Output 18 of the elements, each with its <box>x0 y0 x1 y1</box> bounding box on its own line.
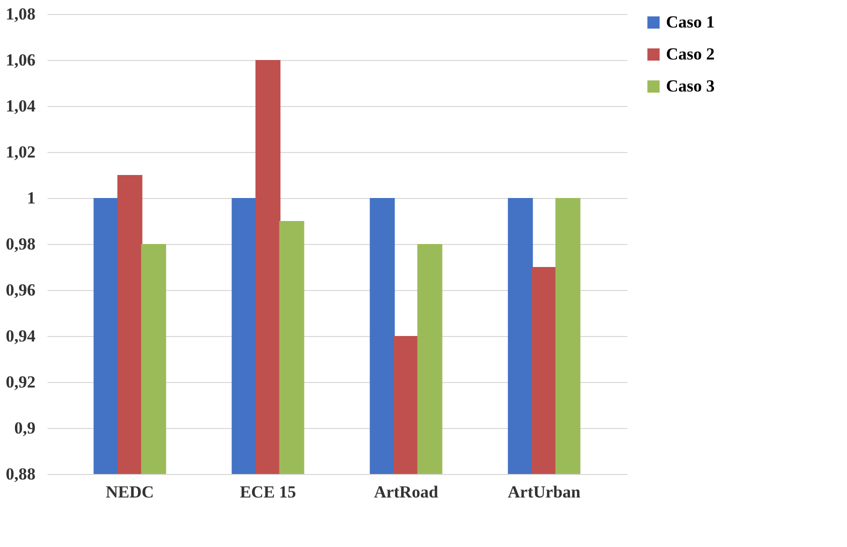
y-tick-label: 1,02 <box>6 142 36 162</box>
x-tick-label: ECE 15 <box>240 482 296 502</box>
y-tick-label: 0,88 <box>6 464 36 484</box>
legend-label: Caso 2 <box>666 44 715 64</box>
y-tick-label: 0,98 <box>6 234 36 254</box>
legend-label: Caso 3 <box>666 76 715 96</box>
y-tick-label: 0,9 <box>14 418 36 438</box>
y-tick-label: 1,08 <box>6 4 36 24</box>
y-tick-label: 0,96 <box>6 280 36 300</box>
y-tick-label: 1,04 <box>6 96 36 116</box>
y-tick-label: 0,94 <box>6 326 36 346</box>
legend-label: Caso 1 <box>666 12 715 32</box>
y-tick-label: 1 <box>27 188 36 208</box>
y-tick-label: 0,92 <box>6 372 36 392</box>
x-tick-label: ArtUrban <box>508 482 582 502</box>
x-tick-label: ArtRoad <box>374 482 439 502</box>
y-tick-label: 1,06 <box>6 50 36 70</box>
x-tick-label: NEDC <box>106 482 154 502</box>
